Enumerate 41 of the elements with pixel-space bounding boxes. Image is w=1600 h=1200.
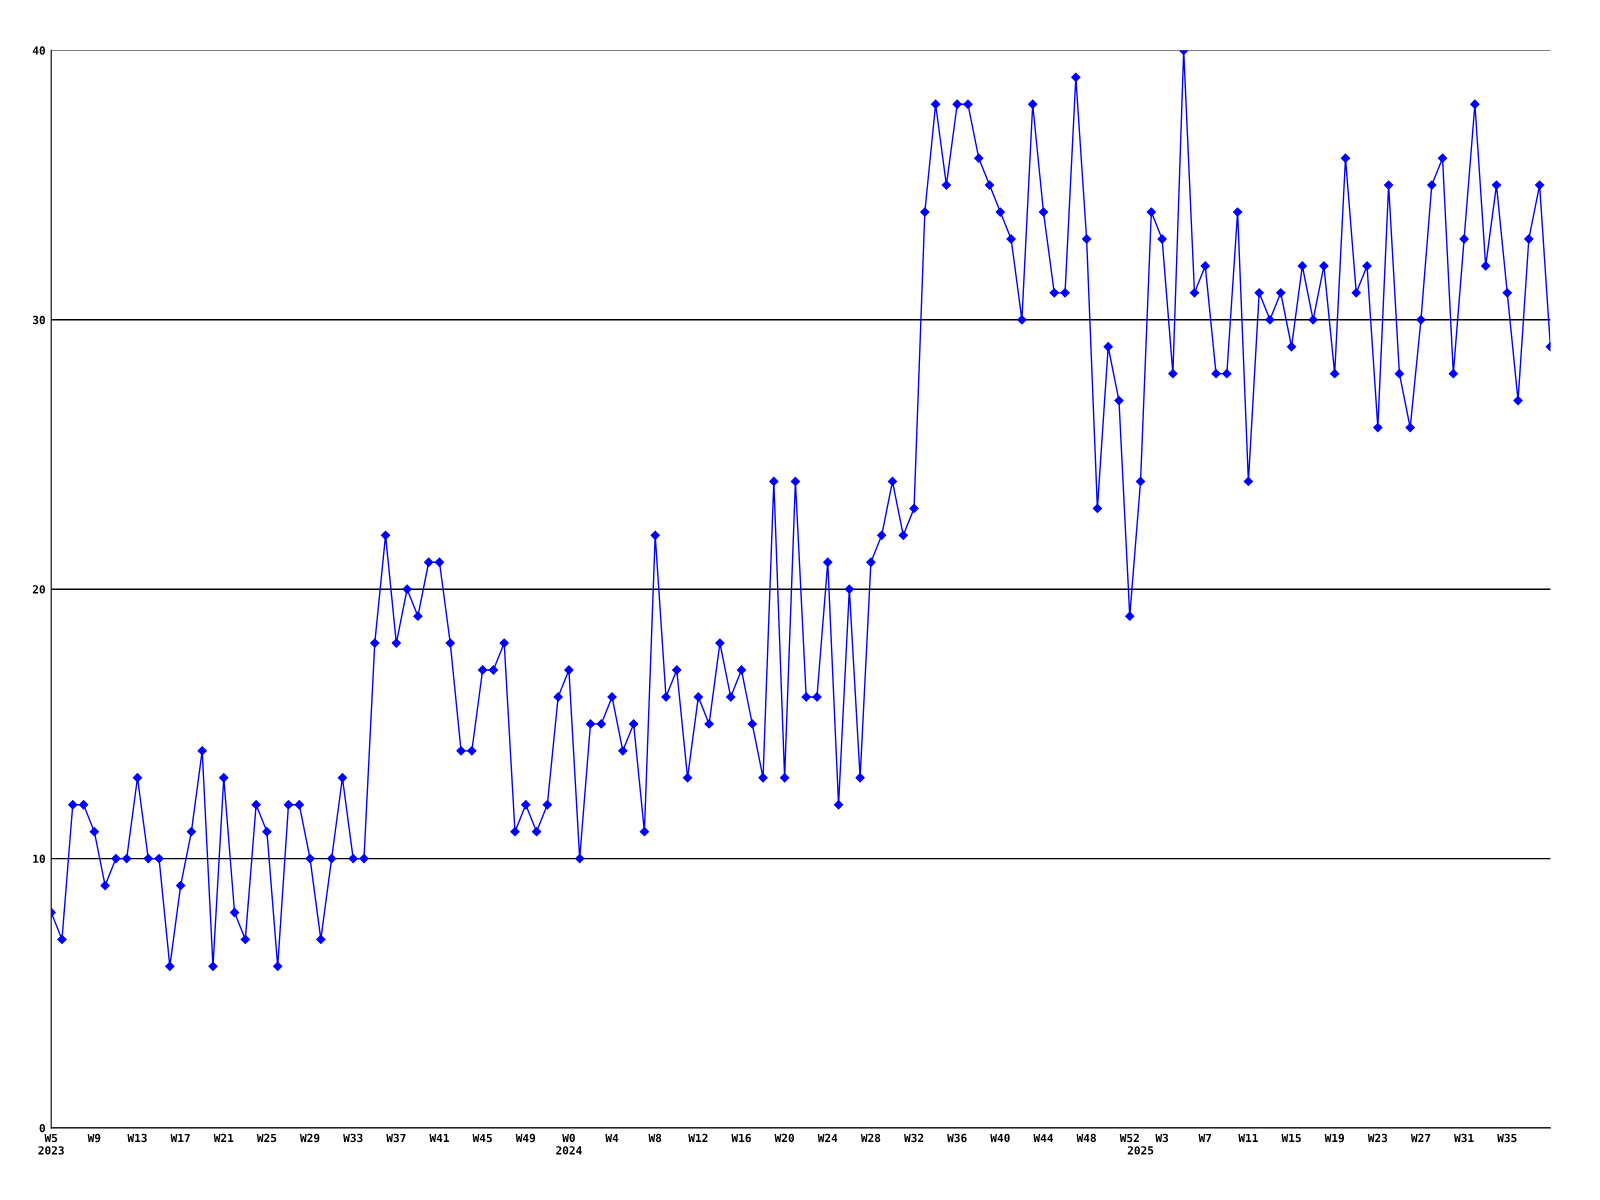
x-tick-label: W0 2024: [556, 1133, 582, 1155]
x-tick-label: W40: [990, 1133, 1010, 1143]
x-tick-label: W31: [1454, 1133, 1474, 1143]
y-tick-label: 20: [32, 585, 45, 594]
x-tick-label: W29: [300, 1133, 320, 1143]
x-tick-label: W17: [170, 1133, 190, 1142]
x-tick-label: W5 2023: [38, 1133, 64, 1155]
x-tick-label: W8: [648, 1133, 662, 1143]
x-tick-label: W52: [1119, 1133, 1139, 1143]
x-tick-label: W9: [87, 1133, 101, 1143]
y-tick-label: 10: [33, 854, 45, 863]
y-tick-label: 40: [32, 46, 45, 55]
x-tick-label: W23: [1367, 1133, 1388, 1143]
x-tick-label: W13: [127, 1133, 147, 1143]
x-tick-label: W16: [731, 1133, 751, 1143]
x-tick-label: W49: [515, 1133, 536, 1143]
x-tick-label: W33: [343, 1133, 363, 1143]
x-tick-label: W36: [947, 1133, 967, 1143]
x-tick-label: W45: [472, 1133, 492, 1143]
x-tick-label: W35: [1497, 1133, 1517, 1143]
x-tick-label: 2025: [1127, 1146, 1154, 1155]
x-tick-label: W27: [1410, 1133, 1431, 1142]
x-tick-label: W37: [386, 1133, 406, 1143]
x-tick-label: W25: [256, 1133, 277, 1143]
x-tick-label: W24: [817, 1133, 838, 1142]
x-tick-label: W7: [1198, 1133, 1212, 1142]
x-tick-label: W28: [860, 1133, 881, 1143]
x-tick-label: W48: [1076, 1133, 1096, 1143]
x-tick-label: W15: [1281, 1133, 1301, 1143]
x-tick-label: W11: [1238, 1133, 1258, 1142]
x-tick-label: W21: [213, 1133, 234, 1142]
x-tick-label: W3: [1155, 1133, 1169, 1143]
x-tick-label: W44: [1033, 1133, 1054, 1142]
x-tick-label: W12: [688, 1133, 708, 1142]
x-tick-label: W20: [774, 1133, 794, 1143]
x-tick-label: W19: [1324, 1133, 1345, 1143]
y-tick-label: 30: [32, 315, 45, 325]
x-tick-label: W4: [605, 1133, 619, 1142]
y-tick-label: 0: [39, 1123, 45, 1133]
x-tick-label: W41: [429, 1133, 449, 1142]
x-tick-label: W32: [904, 1133, 924, 1143]
